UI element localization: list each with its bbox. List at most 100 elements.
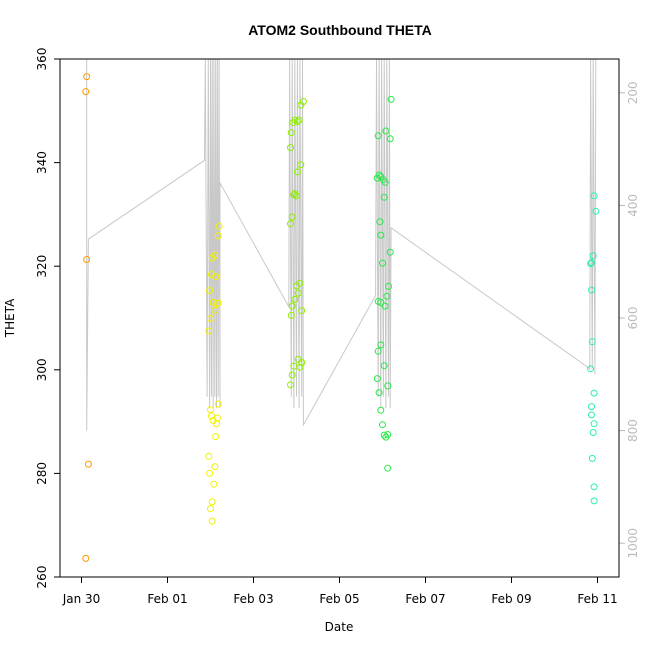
x-tick-label: Feb 07	[405, 592, 445, 606]
data-point-series-1	[207, 315, 214, 322]
data-point-series-3	[377, 299, 385, 306]
data-point-series-0	[82, 88, 90, 96]
y-tick-label: 340	[35, 151, 49, 174]
data-point-series-1	[212, 433, 220, 441]
y-tick-label: 280	[35, 462, 49, 485]
data-point-series-2	[293, 168, 301, 176]
y-tick-label: 260	[35, 566, 49, 589]
y-tick-label: 300	[35, 358, 49, 381]
data-point-series-2	[291, 295, 299, 303]
data-point-series-3	[380, 362, 388, 370]
data-point-series-2	[296, 279, 304, 287]
data-point-series-3	[375, 389, 383, 397]
data-point-series-4	[588, 338, 596, 346]
y-tick-label: 360	[35, 48, 49, 71]
data-point-series-1	[215, 222, 223, 230]
data-point-series-3	[380, 431, 388, 439]
x-tick-label: Feb 01	[147, 592, 187, 606]
data-point-series-2	[288, 302, 296, 310]
data-point-series-3	[381, 178, 389, 186]
data-point-series-3	[376, 218, 384, 226]
data-point-series-3	[374, 347, 382, 355]
data-point-series-3	[386, 135, 394, 143]
data-point-series-2	[295, 116, 303, 124]
data-point-series-0	[82, 554, 90, 562]
data-point-series-3	[383, 292, 391, 300]
data-point-series-3	[373, 375, 381, 383]
data-point-series-1	[207, 505, 214, 513]
data-point-series-4	[590, 420, 598, 428]
data-point-series-1	[210, 480, 218, 488]
data-point-series-2	[288, 371, 296, 379]
x-axis-label: Date	[325, 620, 354, 634]
data-point-series-1	[206, 287, 214, 294]
data-point-series-3	[377, 341, 385, 349]
data-point-series-3	[384, 382, 392, 390]
data-point-series-4	[592, 207, 600, 215]
right-tick-label: 800	[626, 419, 640, 442]
axes-layer: Jan 30 Feb 01 Feb 03 Feb 05 Feb 07 Feb 09 Feb …	[35, 48, 640, 606]
data-point-series-1	[207, 412, 215, 420]
data-point-series-3	[384, 464, 392, 472]
data-point-series-2	[294, 289, 302, 297]
data-point-series-4	[588, 403, 595, 411]
data-point-series-1	[206, 469, 214, 477]
data-point-series-4	[588, 411, 595, 419]
data-point-series-4	[590, 389, 598, 397]
data-point-series-2	[293, 118, 301, 126]
data-point-series-1	[208, 517, 216, 525]
data-point-series-4	[590, 192, 598, 200]
data-point-series-1	[211, 463, 219, 471]
data-points-layer	[82, 73, 600, 562]
data-point-series-0	[83, 73, 91, 81]
data-point-series-4	[588, 286, 595, 294]
data-point-series-4	[589, 429, 597, 436]
data-point-series-2	[287, 144, 294, 152]
right-tick-label: 600	[626, 307, 640, 330]
data-point-series-4	[587, 260, 595, 268]
data-point-series-1	[212, 273, 220, 281]
data-point-series-1	[207, 271, 215, 278]
depth-trace-line	[81, 58, 597, 431]
data-point-series-2	[287, 311, 295, 319]
data-point-series-3	[382, 127, 390, 135]
data-point-series-2	[288, 213, 296, 221]
data-point-series-1	[214, 400, 222, 408]
y-tick-label: 320	[35, 255, 49, 278]
data-point-series-3	[380, 193, 388, 201]
data-point-series-2	[298, 359, 306, 366]
data-point-series-3	[379, 259, 386, 267]
plot-frame	[59, 58, 620, 578]
x-tick-label: Feb 11	[577, 592, 617, 606]
data-point-series-1	[207, 406, 214, 414]
right-tick-label: 1000	[626, 528, 640, 559]
data-point-series-4	[587, 365, 595, 373]
data-point-series-2	[298, 307, 306, 315]
data-point-series-1	[209, 299, 217, 306]
data-point-series-3	[379, 421, 386, 429]
data-point-series-4	[588, 454, 596, 462]
x-tick-label: Feb 05	[319, 592, 359, 606]
chart-title: ATOM2 Southbound THETA	[248, 22, 432, 38]
data-point-series-1	[205, 452, 213, 460]
x-tick-label: Feb 03	[233, 592, 273, 606]
data-point-series-0	[84, 460, 92, 468]
data-point-series-3	[375, 171, 383, 179]
depth-trace-layer	[81, 58, 597, 431]
data-point-series-3	[385, 282, 392, 290]
data-point-series-3	[374, 132, 382, 140]
data-point-series-2	[287, 381, 294, 389]
data-point-series-2	[287, 220, 294, 228]
right-tick-label: 200	[626, 81, 640, 104]
data-point-series-2	[293, 192, 300, 200]
data-point-series-3	[384, 431, 392, 438]
data-point-series-3	[386, 248, 394, 256]
data-point-series-1	[214, 232, 222, 240]
data-point-series-2	[291, 190, 299, 198]
data-point-series-4	[590, 497, 598, 505]
data-point-series-4	[588, 259, 595, 267]
x-tick-label: Jan 30	[62, 592, 101, 606]
data-point-series-2	[296, 363, 304, 371]
data-point-series-2	[299, 98, 307, 105]
